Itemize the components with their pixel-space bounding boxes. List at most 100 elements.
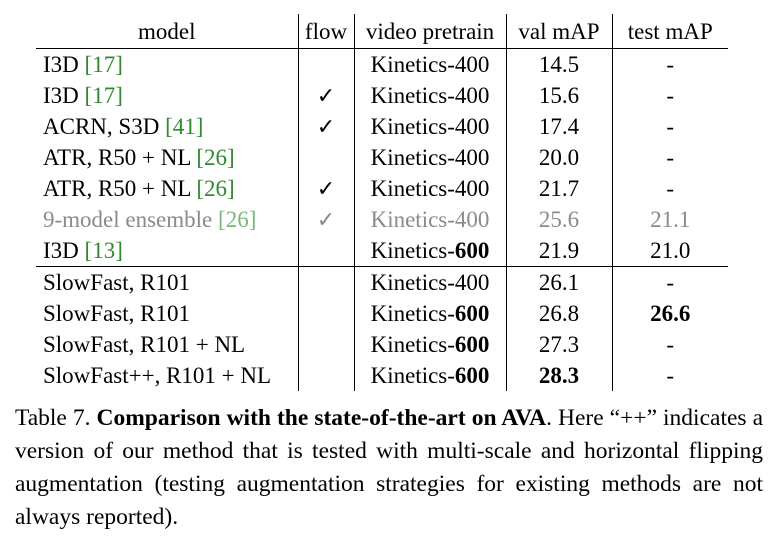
- cell-val-map: 20.0: [506, 142, 613, 173]
- caption-title: Comparison with the state-of-the-art on …: [96, 405, 547, 431]
- table-row: SlowFast, R101 Kinetics-400 26.1-: [36, 266, 728, 298]
- cell-flow: [298, 329, 355, 360]
- cell-model: ATR, R50 + NL [26]: [36, 142, 299, 173]
- model-name: SlowFast, R101: [43, 270, 190, 295]
- caption-label: Table 7.: [15, 405, 91, 431]
- cell-test-map: -: [666, 363, 675, 388]
- table-row: SlowFast, R101 + NL Kinetics-600 27.3-: [36, 329, 728, 360]
- citation-link[interactable]: [41]: [165, 114, 204, 139]
- cell-test-map: 21.1: [650, 207, 691, 232]
- pretrain-dataset: Kinetics-: [370, 52, 455, 77]
- pretrain-dataset: Kinetics-: [370, 176, 455, 201]
- model-name: ATR, R50 + NL: [43, 145, 191, 170]
- citation-number: 26: [204, 176, 227, 201]
- cell-video-pretrain: Kinetics-400: [354, 173, 507, 204]
- pretrain-dataset: Kinetics-: [370, 145, 455, 170]
- table-row: I3D [13] Kinetics-600 21.9 21.0: [36, 235, 728, 267]
- citation-link[interactable]: [17]: [84, 83, 123, 108]
- cell-val-map: 26.1: [506, 266, 613, 298]
- citation-number: 26: [204, 145, 227, 170]
- cell-test-map: -: [666, 332, 675, 357]
- table-header-row: model flow video pretrain val mAP test m…: [36, 14, 728, 49]
- cell-video-pretrain: Kinetics-400: [354, 80, 507, 111]
- citation-link[interactable]: [26]: [196, 176, 235, 201]
- citation-link[interactable]: [26]: [196, 145, 235, 170]
- cell-model: I3D [17]: [36, 80, 299, 111]
- model-name: ACRN, S3D: [43, 114, 160, 139]
- cell-val-map: 17.4: [506, 111, 613, 142]
- model-name: SlowFast++, R101 + NL: [43, 363, 272, 388]
- cell-test-map: -: [666, 52, 675, 77]
- checkmark-icon: ✓: [298, 204, 355, 235]
- cell-flow: [298, 266, 355, 298]
- model-name: 9-model ensemble: [43, 207, 213, 232]
- cell-flow: [298, 235, 355, 267]
- pretrain-size: 600: [454, 363, 490, 388]
- cell-test-map: 26.6: [650, 301, 691, 326]
- cell-test-map: -: [612, 266, 728, 298]
- table-body: I3D [17] Kinetics-400 14.5- I3D [17] ✓ Kineti…: [36, 48, 728, 391]
- table-row: ACRN, S3D [41] ✓ Kinetics-400 17.4-: [36, 111, 728, 142]
- header-test-map: test mAP: [612, 14, 728, 49]
- pretrain-size: 400: [454, 145, 490, 170]
- header-flow: flow: [298, 14, 355, 49]
- pretrain-size: 400: [454, 176, 490, 201]
- table-row: SlowFast++, R101 + NL Kinetics-600 28.3-: [36, 360, 728, 391]
- model-name: I3D: [43, 52, 79, 77]
- model-name: SlowFast, R101 + NL: [43, 332, 246, 357]
- table-row: I3D [17] Kinetics-400 14.5-: [36, 48, 728, 80]
- pretrain-dataset: Kinetics-: [370, 207, 455, 232]
- cell-model: ACRN, S3D [41]: [36, 111, 299, 142]
- cell-val-map: 28.3: [506, 360, 613, 391]
- cell-video-pretrain: Kinetics-400: [354, 204, 507, 235]
- table-caption: Table 7. Comparison with the state-of-th…: [15, 402, 763, 534]
- cell-video-pretrain: Kinetics-600: [354, 360, 507, 391]
- pretrain-dataset: Kinetics-: [370, 114, 455, 139]
- citation-number: 41: [172, 114, 196, 139]
- pretrain-size: 600: [454, 301, 490, 326]
- cell-video-pretrain: Kinetics-600: [354, 235, 507, 267]
- cell-test-map: 21.0: [650, 238, 691, 263]
- pretrain-dataset: Kinetics-: [370, 83, 455, 108]
- cell-model: I3D [17]: [36, 48, 299, 80]
- cell-model: I3D [13]: [36, 235, 299, 267]
- header-video-pretrain: video pretrain: [354, 14, 507, 49]
- pretrain-dataset: Kinetics-: [370, 363, 455, 388]
- cell-video-pretrain: Kinetics-400: [354, 142, 507, 173]
- table-row: ATR, R50 + NL [26] ✓ Kinetics-400 21.7-: [36, 173, 728, 204]
- pretrain-size: 400: [454, 207, 490, 232]
- cell-val-map: 26.8: [506, 298, 613, 329]
- pretrain-dataset: Kinetics-: [370, 270, 455, 295]
- pretrain-dataset: Kinetics-: [370, 238, 455, 263]
- cell-val-map: 15.6: [506, 80, 613, 111]
- checkmark-icon: ✓: [298, 173, 355, 204]
- model-name: I3D: [43, 83, 79, 108]
- cell-model: SlowFast++, R101 + NL: [36, 360, 299, 391]
- citation-number: 17: [92, 52, 116, 77]
- results-table-container: model flow video pretrain val mAP test m…: [36, 14, 728, 391]
- citation-link[interactable]: [17]: [84, 52, 123, 77]
- caption-body: . Here “++” indicates a version of our m…: [15, 405, 763, 530]
- model-name: ATR, R50 + NL: [43, 176, 191, 201]
- cell-flow: [298, 48, 355, 80]
- checkmark-icon: ✓: [298, 111, 355, 142]
- cell-model: 9-model ensemble [26]: [36, 204, 299, 235]
- cell-model: SlowFast, R101: [36, 298, 299, 329]
- pretrain-size: 400: [454, 114, 490, 139]
- cell-video-pretrain: Kinetics-400: [354, 48, 507, 80]
- table-row: I3D [17] ✓ Kinetics-400 15.6-: [36, 80, 728, 111]
- citation-link[interactable]: [26]: [218, 207, 257, 232]
- cell-test-map: -: [666, 145, 675, 170]
- citation-number: 13: [92, 238, 116, 263]
- citation-number: 17: [92, 83, 116, 108]
- ava-comparison-table: model flow video pretrain val mAP test m…: [36, 14, 728, 391]
- cell-val-map: 27.3: [506, 329, 613, 360]
- citation-link[interactable]: [13]: [84, 238, 123, 263]
- pretrain-size: 400: [454, 52, 490, 77]
- cell-flow: [298, 142, 355, 173]
- table-row: 9-model ensemble [26] ✓ Kinetics-400 25.6 21…: [36, 204, 728, 235]
- cell-test-map: -: [666, 83, 675, 108]
- pretrain-size: 600: [454, 238, 490, 263]
- pretrain-dataset: Kinetics-: [370, 301, 455, 326]
- pretrain-size: 400: [454, 270, 490, 295]
